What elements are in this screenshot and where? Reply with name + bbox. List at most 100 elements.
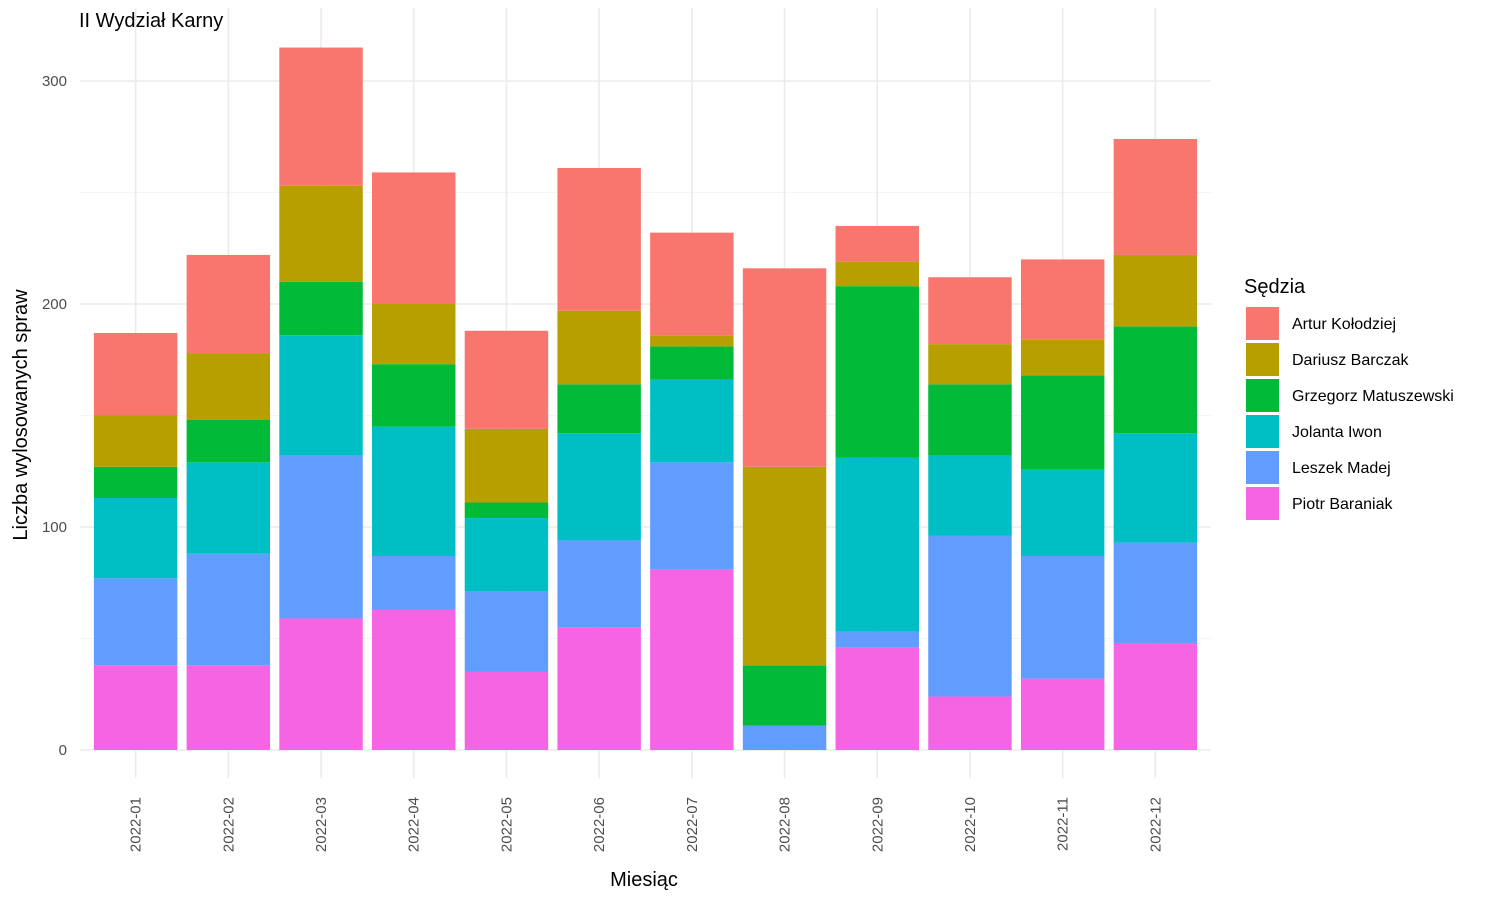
legend-key-leszek-madej bbox=[1246, 451, 1279, 484]
x-tick-label: 2022-02 bbox=[220, 797, 237, 852]
bar-segment-dariusz-barczak bbox=[650, 335, 734, 347]
bar-stack-2022-10 bbox=[928, 277, 1012, 750]
bar-segment-artur-ko-odziej bbox=[650, 232, 734, 336]
x-tick-label: 2022-03 bbox=[313, 797, 330, 852]
x-tick-label: 2022-01 bbox=[128, 797, 145, 852]
legend-key-grzegorz-matuszewski bbox=[1246, 379, 1279, 412]
bar-segment-dariusz-barczak bbox=[372, 304, 456, 365]
bar-segment-artur-ko-odziej bbox=[186, 254, 271, 354]
x-tick-label: 2022-10 bbox=[962, 797, 979, 852]
x-tick-label: 2022-06 bbox=[591, 797, 608, 852]
bar-stack-2022-08 bbox=[742, 268, 827, 750]
bar-segment-artur-ko-odziej bbox=[835, 225, 919, 262]
bar-segment-piotr-baraniak bbox=[835, 647, 919, 750]
bar-segment-grzegorz-matuszewski bbox=[928, 384, 1012, 456]
bar-stack-2022-06 bbox=[557, 167, 641, 750]
bar-stack-2022-11 bbox=[1020, 259, 1105, 750]
legend-title: Sędzia bbox=[1244, 276, 1306, 298]
bar-segment-leszek-madej bbox=[835, 631, 919, 648]
x-tick-label: 2022-12 bbox=[1147, 797, 1164, 852]
bar-segment-piotr-baraniak bbox=[372, 609, 456, 750]
bar-segment-artur-ko-odziej bbox=[464, 330, 549, 429]
bar-stack-2022-12 bbox=[1113, 138, 1198, 750]
legend-key-dariusz-barczak bbox=[1246, 343, 1279, 376]
bar-segment-artur-ko-odziej bbox=[1113, 138, 1198, 255]
bar-segment-jolanta-iwon bbox=[835, 457, 919, 632]
bar-segment-leszek-madej bbox=[1113, 542, 1198, 643]
bar-stack-2022-09 bbox=[835, 225, 919, 750]
y-tick-label: 100 bbox=[42, 519, 67, 536]
bar-segment-grzegorz-matuszewski bbox=[372, 364, 456, 427]
legend: Sędzia Artur Kołodziej Dariusz Barczak Grz… bbox=[1244, 276, 1454, 520]
bar-segment-dariusz-barczak bbox=[279, 185, 363, 282]
bar-segment-grzegorz-matuszewski bbox=[835, 286, 919, 458]
bar-segment-grzegorz-matuszewski bbox=[279, 281, 363, 336]
x-tick-label: 2022-09 bbox=[869, 797, 886, 852]
bar-segment-dariusz-barczak bbox=[186, 353, 271, 420]
bar-segment-leszek-madej bbox=[93, 578, 178, 666]
bar-segment-leszek-madej bbox=[279, 455, 363, 619]
y-tick-label: 0 bbox=[59, 742, 67, 759]
y-axis-title: Liczba wylosowanych spraw bbox=[10, 289, 32, 541]
bars bbox=[93, 47, 1198, 750]
bar-segment-dariusz-barczak bbox=[464, 428, 549, 503]
bar-segment-piotr-baraniak bbox=[1113, 642, 1198, 750]
bar-segment-artur-ko-odziej bbox=[279, 47, 363, 186]
bar-segment-grzegorz-matuszewski bbox=[742, 665, 827, 726]
legend-key-jolanta-iwon bbox=[1246, 415, 1279, 448]
bar-segment-grzegorz-matuszewski bbox=[186, 419, 271, 463]
chart-title: II Wydział Karny bbox=[79, 10, 223, 32]
bar-segment-artur-ko-odziej bbox=[93, 332, 178, 416]
bar-segment-jolanta-iwon bbox=[1020, 469, 1105, 556]
x-axis-ticks: 2022-01 2022-02 2022-03 2022-04 2022-05 2022-… bbox=[128, 797, 1165, 852]
bar-segment-grzegorz-matuszewski bbox=[93, 466, 178, 499]
bar-segment-piotr-baraniak bbox=[650, 569, 734, 750]
bar-segment-grzegorz-matuszewski bbox=[1113, 326, 1198, 434]
legend-key-piotr-baraniak bbox=[1246, 487, 1279, 520]
y-tick-label: 300 bbox=[42, 73, 67, 90]
x-tick-label: 2022-07 bbox=[684, 797, 701, 852]
y-axis-ticks: 0 100 200 300 bbox=[42, 73, 67, 759]
bar-segment-jolanta-iwon bbox=[557, 433, 641, 541]
bar-segment-jolanta-iwon bbox=[372, 426, 456, 556]
y-tick-label: 200 bbox=[42, 296, 67, 313]
bar-segment-grzegorz-matuszewski bbox=[557, 384, 641, 434]
bar-segment-artur-ko-odziej bbox=[557, 167, 641, 311]
x-tick-label: 2022-04 bbox=[406, 797, 423, 852]
legend-label-jolanta-iwon: Jolanta Iwon bbox=[1292, 424, 1382, 441]
bar-segment-artur-ko-odziej bbox=[372, 172, 456, 304]
bar-segment-grzegorz-matuszewski bbox=[464, 502, 549, 519]
bar-stack-2022-07 bbox=[650, 232, 734, 750]
bar-segment-leszek-madej bbox=[1020, 555, 1105, 679]
bar-segment-artur-ko-odziej bbox=[742, 268, 827, 467]
legend-label-grzegorz-matuszewski: Grzegorz Matuszewski bbox=[1292, 388, 1454, 405]
bar-stack-2022-02 bbox=[186, 254, 271, 750]
bar-segment-piotr-baraniak bbox=[557, 627, 641, 750]
bar-segment-jolanta-iwon bbox=[93, 498, 178, 579]
legend-label-leszek-madej: Leszek Madej bbox=[1292, 460, 1391, 477]
legend-key-artur-ko-odziej bbox=[1246, 307, 1279, 340]
bar-segment-dariusz-barczak bbox=[557, 310, 641, 385]
bar-segment-jolanta-iwon bbox=[279, 335, 363, 456]
bar-segment-dariusz-barczak bbox=[835, 261, 919, 287]
legend-label-artur-ko-odziej: Artur Kołodziej bbox=[1292, 316, 1396, 333]
bar-segment-artur-ko-odziej bbox=[1020, 259, 1105, 340]
bar-segment-artur-ko-odziej bbox=[928, 277, 1012, 345]
x-axis-title: Miesiąc bbox=[610, 869, 678, 891]
bar-segment-jolanta-iwon bbox=[186, 462, 271, 554]
bar-segment-dariusz-barczak bbox=[1020, 339, 1105, 376]
bar-stack-2022-01 bbox=[93, 332, 178, 750]
bar-segment-jolanta-iwon bbox=[1113, 433, 1198, 543]
bar-segment-leszek-madej bbox=[650, 462, 734, 570]
bar-segment-piotr-baraniak bbox=[464, 671, 549, 750]
x-tick-label: 2022-08 bbox=[777, 797, 794, 852]
bar-stack-2022-04 bbox=[372, 172, 456, 750]
bar-segment-leszek-madej bbox=[372, 555, 456, 610]
bar-segment-leszek-madej bbox=[557, 540, 641, 628]
bar-segment-dariusz-barczak bbox=[742, 466, 827, 666]
bar-segment-leszek-madej bbox=[742, 725, 827, 750]
bar-segment-dariusz-barczak bbox=[93, 415, 178, 467]
bar-segment-grzegorz-matuszewski bbox=[650, 346, 734, 380]
bar-segment-dariusz-barczak bbox=[1113, 254, 1198, 327]
